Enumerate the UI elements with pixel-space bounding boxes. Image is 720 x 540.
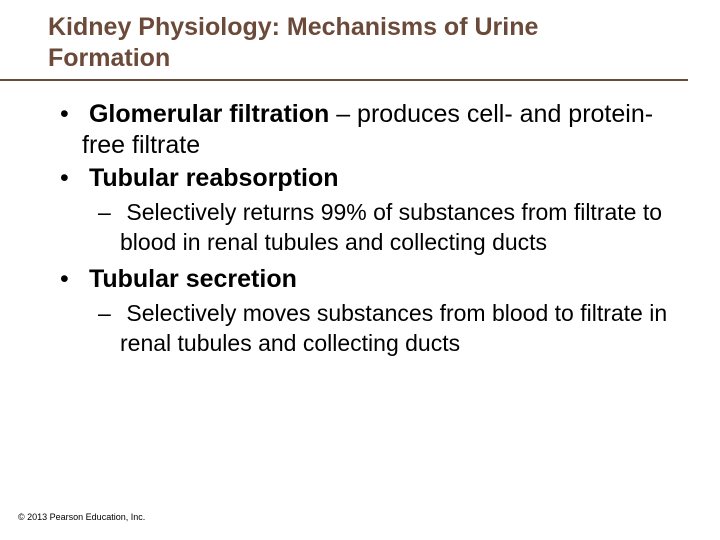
bullet-item: Tubular secretion bbox=[36, 264, 684, 295]
bullet-bold-lead: Glomerular filtration bbox=[89, 100, 329, 128]
bullet-bold-lead: Tubular secretion bbox=[89, 265, 297, 293]
bullet-item: Glomerular filtration – produces cell- a… bbox=[36, 99, 684, 162]
slide-title: Kidney Physiology: Mechanisms of Urine F… bbox=[0, 0, 688, 81]
bullet-item: Tubular reabsorption bbox=[36, 163, 684, 194]
sub-bullet-item: Selectively moves substances from blood … bbox=[36, 299, 684, 359]
copyright-text: © 2013 Pearson Education, Inc. bbox=[18, 512, 145, 522]
sub-bullet-text: Selectively moves substances from blood … bbox=[120, 300, 667, 356]
sub-bullet-text: Selectively returns 99% of substances fr… bbox=[120, 199, 662, 255]
bullet-bold-lead: Tubular reabsorption bbox=[89, 164, 339, 192]
sub-bullet-item: Selectively returns 99% of substances fr… bbox=[36, 198, 684, 258]
slide-body: Glomerular filtration – produces cell- a… bbox=[0, 99, 720, 360]
